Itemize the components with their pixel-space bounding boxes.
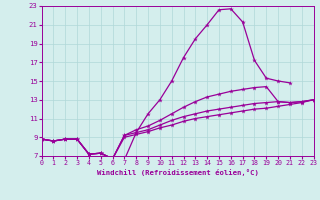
X-axis label: Windchill (Refroidissement éolien,°C): Windchill (Refroidissement éolien,°C): [97, 169, 259, 176]
